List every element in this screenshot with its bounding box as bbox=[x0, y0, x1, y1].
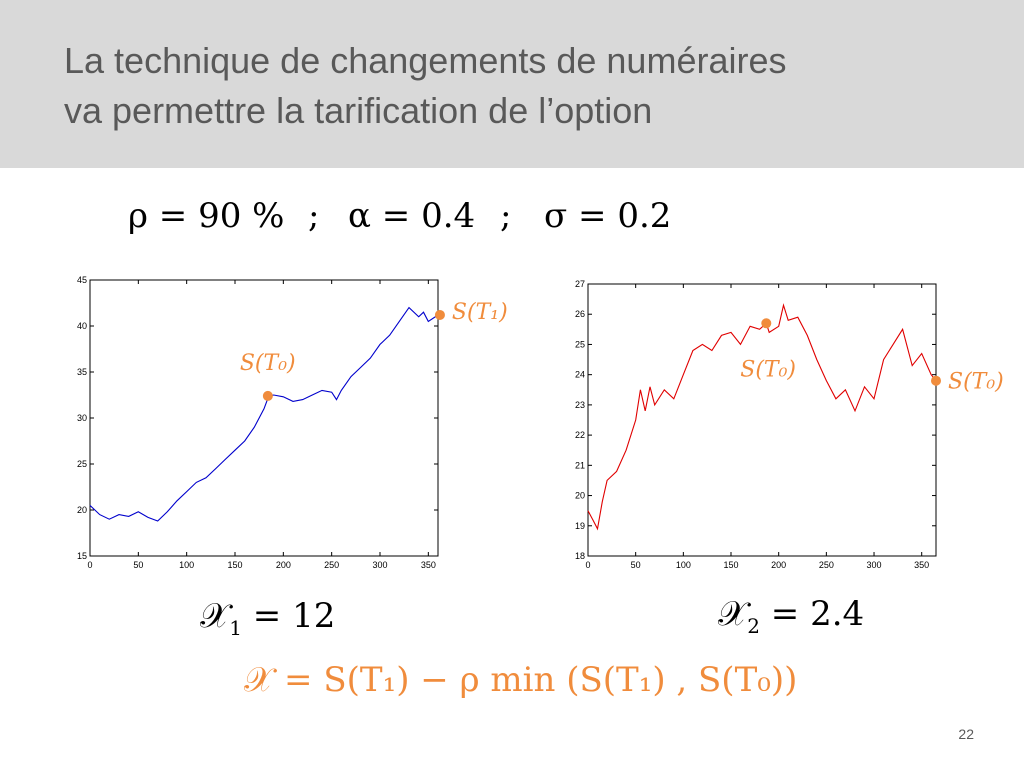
page-number: 22 bbox=[958, 726, 974, 742]
chart-right-x-tick-label: 200 bbox=[771, 560, 786, 570]
chart-right-x-tick-label: 300 bbox=[867, 560, 882, 570]
separator: ; bbox=[308, 196, 320, 236]
chart-left-plot-frame bbox=[89, 279, 439, 557]
separator: ; bbox=[500, 196, 512, 236]
sigma-parameter: σ = 0.2 bbox=[544, 196, 672, 236]
slide-title: La technique de changements de numéraire… bbox=[64, 36, 964, 136]
chart-left-x-tick-label: 150 bbox=[227, 560, 242, 570]
chart-right-x-tick-label: 50 bbox=[631, 560, 641, 570]
rho-parameter: ρ = 90 % bbox=[128, 196, 285, 236]
chart-right-x-tick-label: 350 bbox=[914, 560, 929, 570]
chart-right-annotation-point bbox=[931, 375, 941, 386]
chart-right-annotation-label: S(T₀) bbox=[948, 370, 1004, 395]
x1-result: 𝒳1 = 12 bbox=[200, 596, 335, 640]
chart-right-annotation-label: S(T₀) bbox=[740, 357, 796, 382]
chart-right-x-tick-label: 100 bbox=[676, 560, 691, 570]
x2-value: = 2.4 bbox=[759, 594, 865, 634]
chart-right-x-tick-label: 0 bbox=[585, 560, 590, 570]
chart-right-y-tick-label: 20 bbox=[575, 491, 585, 501]
chart-left-x-tick-label: 100 bbox=[179, 560, 194, 570]
chart-left-x-tick-label: 250 bbox=[324, 560, 339, 570]
chart-left-annotation-point bbox=[262, 390, 273, 401]
chart-left-annotation-label: S(T₀) bbox=[240, 351, 296, 376]
chart-right-y-tick-label: 19 bbox=[575, 521, 585, 531]
chart-left-y-tick-label: 35 bbox=[77, 367, 87, 377]
chart-right-y-tick-label: 18 bbox=[575, 551, 585, 561]
x2-symbol: 𝒳 bbox=[718, 594, 748, 634]
payoff-formula: 𝒳 = S(T₁) − ρ min (S(T₁) , S(T₀)) bbox=[244, 660, 798, 700]
chart-left-y-tick-label: 20 bbox=[77, 505, 87, 515]
chart-right-y-tick-label: 22 bbox=[575, 430, 585, 440]
chart-left-y-tick-label: 25 bbox=[77, 459, 87, 469]
chart-right-plot-frame bbox=[587, 283, 937, 557]
slide-title-line-1: La technique de changements de numéraire… bbox=[64, 40, 787, 81]
chart-right-y-tick-label: 26 bbox=[575, 309, 585, 319]
chart-left-x-tick-label: 50 bbox=[133, 560, 143, 570]
chart-right-y-tick-label: 23 bbox=[575, 400, 585, 410]
chart-left-y-tick-label: 40 bbox=[77, 321, 87, 331]
x2-subscript: 2 bbox=[747, 614, 760, 638]
alpha-parameter: α = 0.4 bbox=[348, 196, 476, 236]
chart-right-annotation-point bbox=[761, 318, 772, 329]
chart-right-series-line bbox=[587, 303, 937, 531]
chart-left-annotation-point bbox=[434, 309, 445, 320]
x1-subscript: 1 bbox=[229, 616, 242, 640]
chart-left-x-tick-label: 0 bbox=[87, 560, 92, 570]
chart-left-y-tick-label: 30 bbox=[77, 413, 87, 423]
chart-right-y-tick-label: 27 bbox=[575, 279, 585, 289]
chart-left-y-tick-label: 45 bbox=[77, 275, 87, 285]
chart-right-y-tick-label: 24 bbox=[575, 370, 585, 380]
chart-left-x-tick-label: 300 bbox=[372, 560, 387, 570]
x1-value: = 12 bbox=[241, 596, 336, 636]
parameter-line: ρ = 90 % ; α = 0.4 ; σ = 0.2 bbox=[128, 196, 728, 250]
slide-title-line-2: va permettre la tarification de l’option bbox=[64, 90, 653, 131]
chart-left-x-tick-label: 350 bbox=[421, 560, 436, 570]
x2-result: 𝒳2 = 2.4 bbox=[718, 594, 864, 638]
chart-right: 0 50 100 150 200 250 300 350 18 19 20 21 22 23 24 25 26 2… bbox=[575, 279, 1004, 570]
chart-right-x-tick-label: 150 bbox=[723, 560, 738, 570]
chart-left-x-tick-label: 200 bbox=[276, 560, 291, 570]
x1-symbol: 𝒳 bbox=[200, 596, 230, 636]
chart-left: 0 50 100 150 200 250 300 350 15 20 25 30 35 40 45 S(T₀)… bbox=[77, 275, 508, 570]
chart-right-x-tick-label: 250 bbox=[819, 560, 834, 570]
chart-left-y-tick-label: 15 bbox=[77, 551, 87, 561]
chart-left-annotation-label: S(T₁) bbox=[452, 300, 508, 325]
chart-right-y-tick-label: 25 bbox=[575, 339, 585, 349]
chart-right-y-tick-label: 21 bbox=[575, 460, 585, 470]
title-banner bbox=[0, 0, 1024, 168]
